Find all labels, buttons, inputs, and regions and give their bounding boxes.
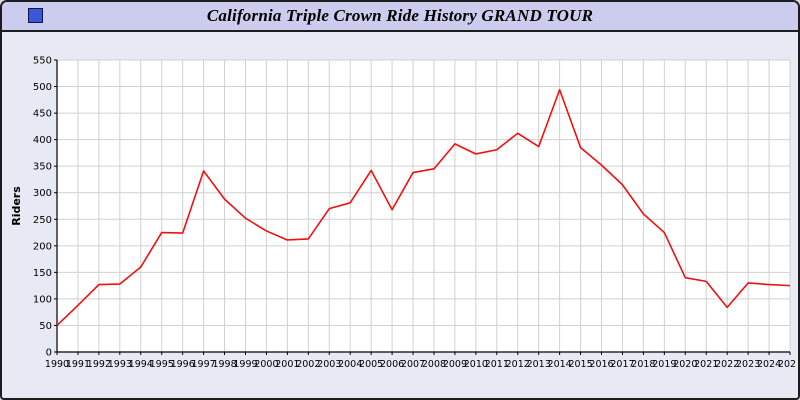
- svg-text:2000: 2000: [254, 359, 278, 370]
- svg-text:350: 350: [33, 162, 52, 173]
- svg-text:2021: 2021: [694, 359, 718, 370]
- svg-text:450: 450: [33, 109, 52, 120]
- svg-text:50: 50: [39, 321, 52, 332]
- svg-text:2014: 2014: [548, 359, 572, 370]
- svg-text:2001: 2001: [275, 359, 299, 370]
- svg-text:0: 0: [46, 348, 52, 359]
- svg-text:2010: 2010: [464, 359, 488, 370]
- svg-text:2025: 2025: [778, 359, 796, 370]
- svg-text:1998: 1998: [212, 359, 236, 370]
- page-title: California Triple Crown Ride History GRA…: [206, 6, 594, 25]
- svg-text:2024: 2024: [757, 359, 781, 370]
- ride-history-line-chart: 0501001502002503003504004505005501990199…: [10, 56, 798, 371]
- svg-text:1994: 1994: [129, 359, 153, 370]
- svg-text:1995: 1995: [150, 359, 174, 370]
- svg-text:1992: 1992: [87, 359, 111, 370]
- svg-text:300: 300: [33, 188, 52, 199]
- svg-text:2008: 2008: [422, 359, 446, 370]
- svg-text:2011: 2011: [485, 359, 509, 370]
- svg-text:100: 100: [33, 294, 52, 305]
- chart-container: 0 50 100 150 200 250 300 350 400 450 500 550 1990 199…: [8, 48, 798, 392]
- svg-text:400: 400: [33, 135, 52, 146]
- blue-square-icon[interactable]: [28, 8, 43, 23]
- svg-text:2009: 2009: [443, 359, 467, 370]
- svg-text:Riders: Riders: [10, 186, 23, 226]
- svg-text:2023: 2023: [736, 359, 760, 370]
- svg-text:550: 550: [33, 56, 52, 67]
- svg-text:2012: 2012: [506, 359, 530, 370]
- svg-text:2002: 2002: [296, 359, 320, 370]
- svg-text:2015: 2015: [568, 359, 592, 370]
- svg-text:2003: 2003: [317, 359, 341, 370]
- svg-text:150: 150: [33, 268, 52, 279]
- svg-text:500: 500: [33, 82, 52, 93]
- svg-text:2004: 2004: [338, 359, 362, 370]
- svg-text:2018: 2018: [631, 359, 655, 370]
- svg-text:1990: 1990: [45, 359, 69, 370]
- svg-text:2006: 2006: [380, 359, 404, 370]
- svg-text:2007: 2007: [401, 359, 425, 370]
- svg-text:1999: 1999: [233, 359, 257, 370]
- title-bar: California Triple Crown Ride History GRA…: [2, 2, 798, 32]
- svg-text:1993: 1993: [108, 359, 132, 370]
- svg-text:2016: 2016: [589, 359, 613, 370]
- svg-text:200: 200: [33, 241, 52, 252]
- svg-text:2017: 2017: [610, 359, 634, 370]
- svg-text:1997: 1997: [192, 359, 216, 370]
- svg-text:1991: 1991: [66, 359, 90, 370]
- svg-text:1996: 1996: [171, 359, 195, 370]
- svg-text:250: 250: [33, 215, 52, 226]
- svg-text:2020: 2020: [673, 359, 697, 370]
- svg-text:2022: 2022: [715, 359, 739, 370]
- svg-text:2013: 2013: [527, 359, 551, 370]
- svg-text:2019: 2019: [652, 359, 676, 370]
- svg-text:2005: 2005: [359, 359, 383, 370]
